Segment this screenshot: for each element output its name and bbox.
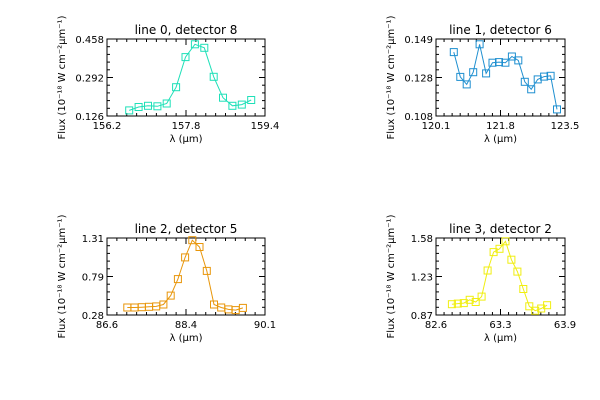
data-point xyxy=(173,275,182,284)
y-axis-label: Flux (10⁻¹⁸ W cm⁻²μm⁻¹) xyxy=(57,15,68,139)
chart-panel-3: line 3, detector 2 82.6 63.3 63.9 0.87 1.23 1.… xyxy=(386,214,576,344)
data-point xyxy=(195,243,204,251)
y-tick-label: 1.58 xyxy=(411,234,433,245)
x-tick-label: 88.4 xyxy=(175,320,197,331)
data-point xyxy=(495,58,503,67)
x-tick-label: 159.4 xyxy=(251,121,280,132)
data-point xyxy=(501,237,510,246)
data-point xyxy=(519,285,528,293)
y-tick-label: 0.87 xyxy=(411,311,433,322)
data-point xyxy=(159,300,168,309)
chart-title: line 2, detector 5 xyxy=(135,222,238,236)
data-point xyxy=(456,72,465,81)
data-point xyxy=(181,253,190,262)
data-point xyxy=(465,295,474,304)
data-point xyxy=(513,267,522,276)
y-tick-label: 0.28 xyxy=(82,311,104,322)
x-tick-label: 63.9 xyxy=(554,320,576,331)
x-axis-label: λ (μm) xyxy=(169,333,202,344)
data-point xyxy=(181,53,190,62)
data-point xyxy=(543,301,552,310)
x-tick-label: 63.3 xyxy=(489,320,511,331)
y-axis-label: Flux (10⁻¹⁸ W cm⁻²μm⁻¹) xyxy=(386,214,397,338)
data-point xyxy=(247,96,256,104)
panels: line 0, detector 8 156.2 157.8 159.4 0.126 0.… xyxy=(57,15,579,344)
y-axis-label: Flux (10⁻¹⁸ W cm⁻²μm⁻¹) xyxy=(57,214,68,338)
data-point xyxy=(471,298,480,306)
data-point xyxy=(514,56,523,65)
chart-panel-1: line 1, detector 6 120.1 121.8 123.5 0.108 0.… xyxy=(386,15,579,145)
x-tick-label: 120.1 xyxy=(422,121,451,132)
data-point xyxy=(134,103,143,111)
x-axis-label: λ (μm) xyxy=(484,134,517,145)
y-tick-label: 0.128 xyxy=(404,74,433,85)
data-point xyxy=(546,71,555,80)
data-point xyxy=(475,40,484,49)
data-point xyxy=(527,85,536,94)
data-point xyxy=(237,100,246,109)
x-axis-label: λ (μm) xyxy=(169,134,202,145)
data-point xyxy=(447,300,456,309)
data-point xyxy=(188,236,197,245)
x-tick-label: 86.6 xyxy=(96,320,118,331)
x-tick-label: 82.6 xyxy=(425,320,447,331)
x-tick-label: 123.5 xyxy=(551,121,580,132)
series-line xyxy=(453,44,558,110)
data-point xyxy=(144,101,152,110)
data-point xyxy=(238,303,247,312)
y-tick-label: 0.108 xyxy=(404,112,433,123)
series-line xyxy=(127,239,244,311)
y-tick-label: 0.292 xyxy=(75,74,104,85)
data-point xyxy=(507,255,516,264)
data-point xyxy=(228,101,237,110)
data-point xyxy=(200,43,209,52)
y-tick-label: 0.79 xyxy=(82,273,104,284)
y-tick-label: 0.149 xyxy=(404,35,433,46)
data-point xyxy=(531,306,540,315)
data-point xyxy=(453,299,462,308)
data-point xyxy=(482,69,491,78)
x-axis-label: λ (μm) xyxy=(484,333,517,344)
data-point xyxy=(462,80,471,89)
chart-title: line 0, detector 8 xyxy=(135,23,238,37)
data-point xyxy=(209,72,218,81)
data-point xyxy=(166,291,175,300)
data-point xyxy=(520,77,529,86)
y-axis-label: Flux (10⁻¹⁸ W cm⁻²μm⁻¹) xyxy=(386,15,397,139)
x-tick-label: 90.1 xyxy=(254,320,276,331)
y-tick-label: 1.31 xyxy=(82,234,104,245)
data-point xyxy=(219,93,227,102)
data-point xyxy=(125,106,134,115)
y-tick-label: 0.126 xyxy=(75,112,104,123)
x-tick-label: 121.8 xyxy=(486,121,515,132)
data-point xyxy=(525,302,534,311)
chart-panel-2: line 2, detector 5 86.6 88.4 90.1 0.28 0.79 1.… xyxy=(57,214,276,344)
data-point xyxy=(533,75,542,84)
x-tick-label: 156.2 xyxy=(93,121,122,132)
data-point xyxy=(202,266,211,275)
data-point xyxy=(172,83,181,92)
data-point xyxy=(190,40,199,49)
data-point xyxy=(501,58,510,67)
data-point xyxy=(449,48,458,57)
data-point xyxy=(477,292,486,301)
chart-panel-0: line 0, detector 8 156.2 157.8 159.4 0.126 0.… xyxy=(57,15,279,145)
series-line xyxy=(129,43,252,111)
data-point xyxy=(483,266,492,275)
data-point xyxy=(162,99,171,108)
data-point xyxy=(469,68,478,77)
y-tick-label: 1.23 xyxy=(411,273,433,284)
chart-title: line 1, detector 6 xyxy=(449,23,552,37)
chart-title: line 3, detector 2 xyxy=(449,222,552,236)
y-tick-label: 0.458 xyxy=(75,35,104,46)
data-point xyxy=(153,102,162,111)
data-point xyxy=(495,244,504,253)
x-tick-label: 157.8 xyxy=(172,121,201,132)
data-point xyxy=(553,105,561,114)
